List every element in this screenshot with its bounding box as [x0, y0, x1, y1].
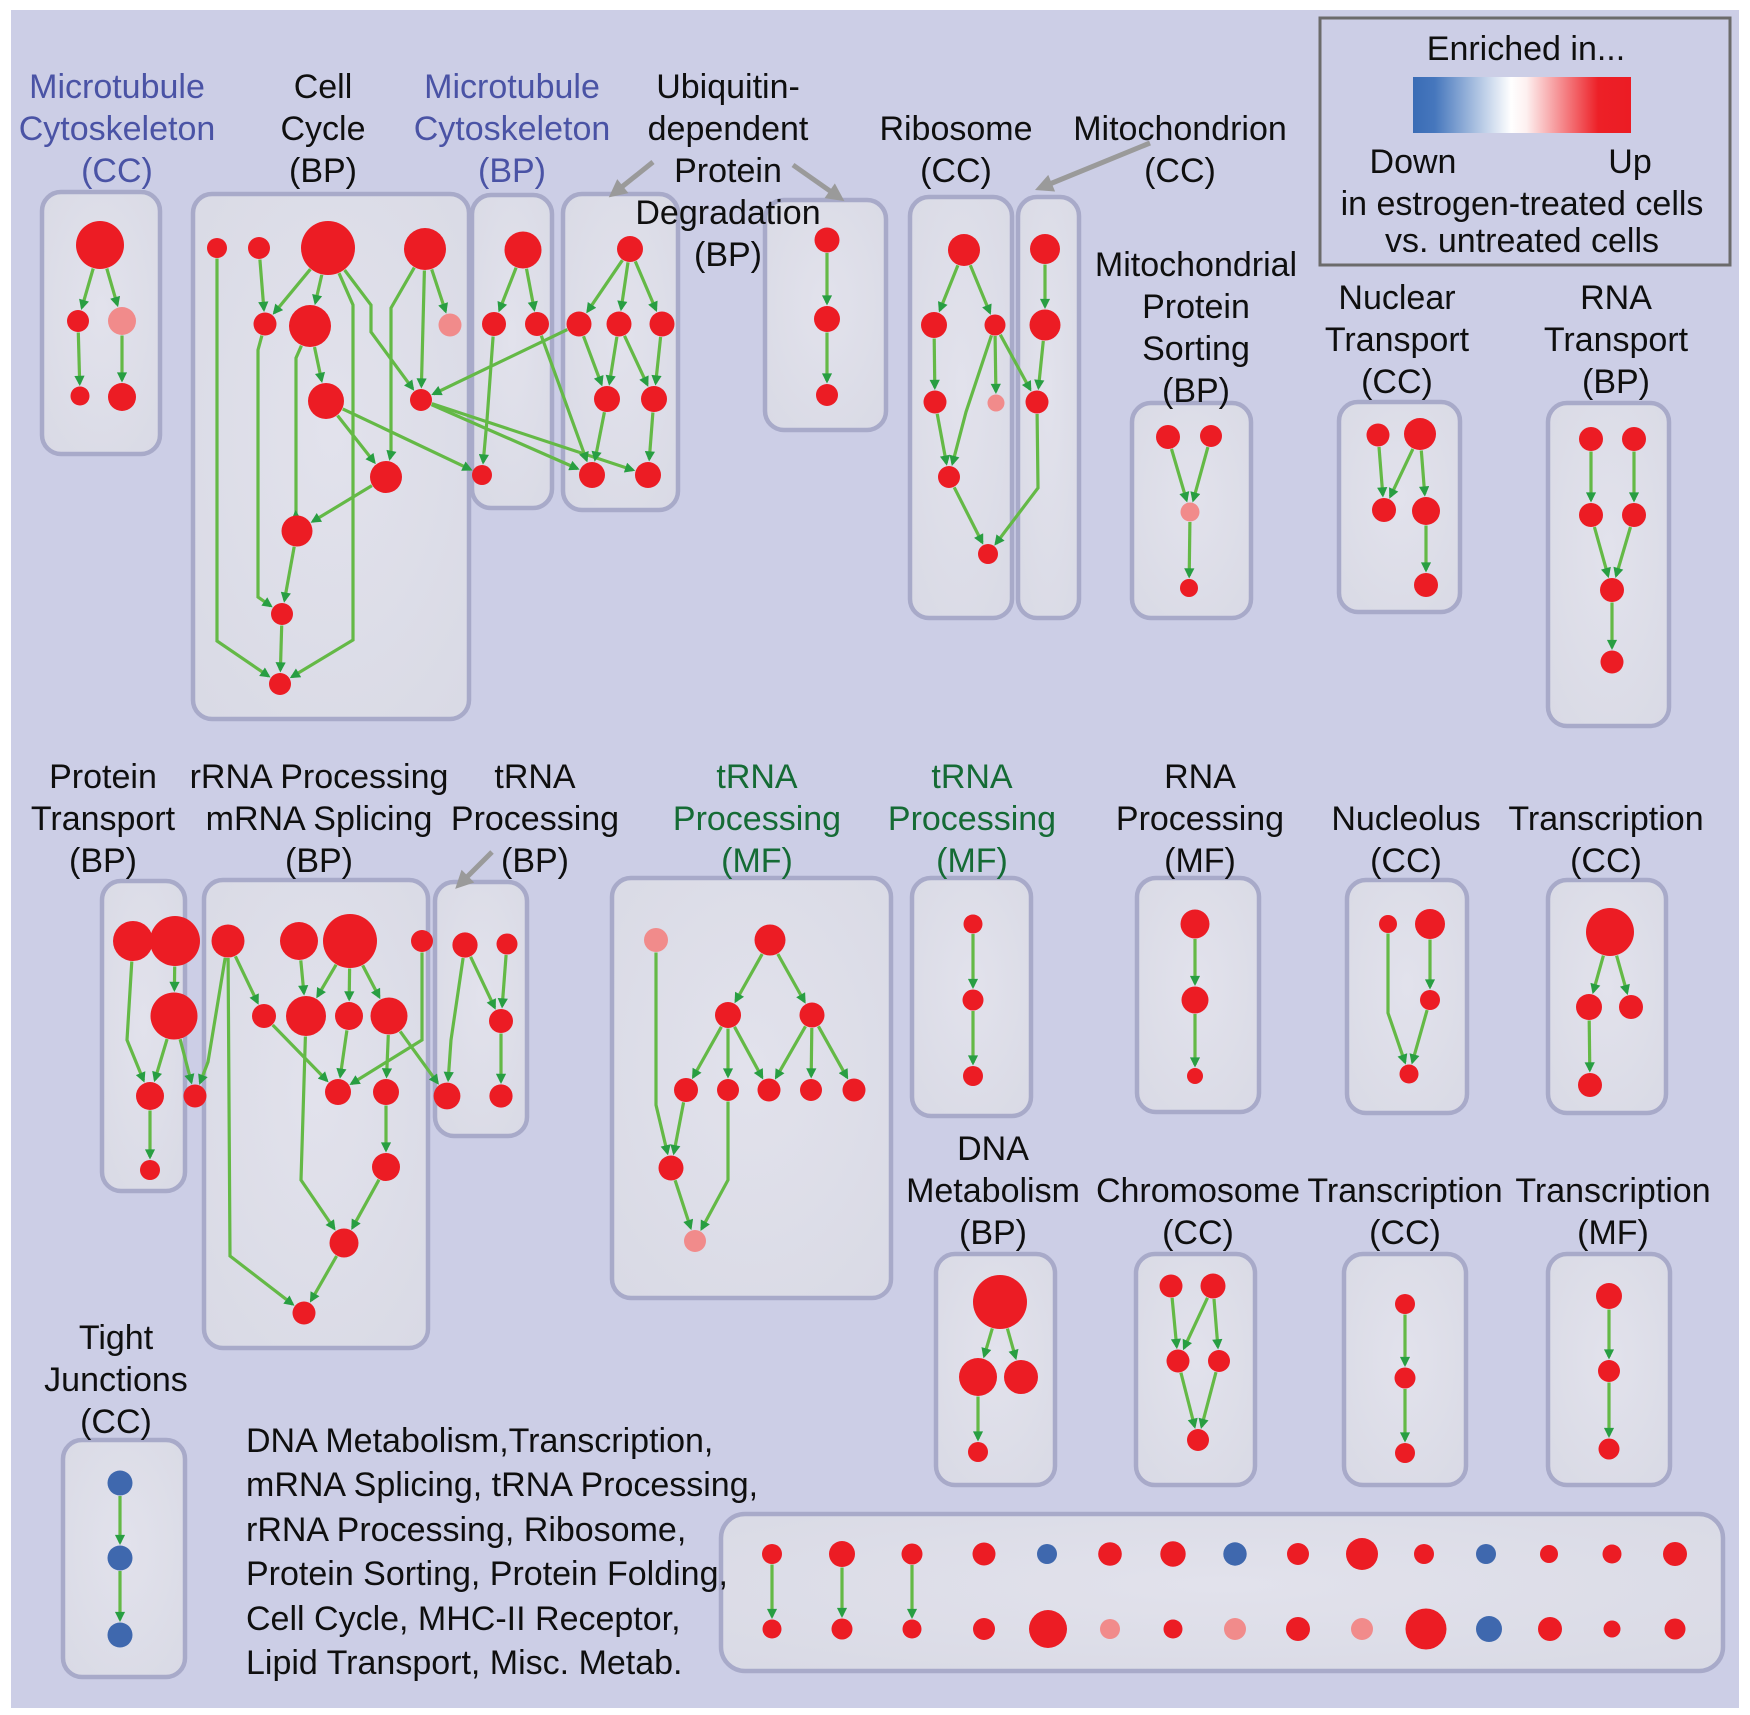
svg-text:(MF): (MF) [1164, 842, 1236, 880]
svg-text:(BP): (BP) [694, 236, 762, 274]
svg-text:(CC): (CC) [81, 152, 153, 190]
svg-text:(MF): (MF) [1577, 1214, 1649, 1252]
svg-text:Chromosome: Chromosome [1096, 1172, 1300, 1210]
svg-text:(BP): (BP) [289, 152, 357, 190]
svg-text:tRNA: tRNA [494, 758, 576, 796]
svg-text:DNA: DNA [957, 1130, 1029, 1168]
svg-text:in estrogen-treated cells: in estrogen-treated cells [1341, 185, 1704, 223]
svg-text:(CC): (CC) [1144, 152, 1216, 190]
svg-text:Transcription: Transcription [1508, 800, 1703, 838]
svg-text:Protein: Protein [1142, 288, 1250, 326]
svg-text:(CC): (CC) [1361, 363, 1433, 401]
svg-text:(MF): (MF) [936, 842, 1008, 880]
svg-text:(BP): (BP) [501, 842, 569, 880]
svg-text:(MF): (MF) [721, 842, 793, 880]
svg-text:Enriched in...: Enriched in... [1427, 30, 1625, 68]
svg-text:(CC): (CC) [1370, 842, 1442, 880]
svg-text:Mitochondrial: Mitochondrial [1095, 246, 1297, 284]
svg-text:tRNA: tRNA [716, 758, 798, 796]
svg-text:tRNA: tRNA [931, 758, 1013, 796]
svg-text:Lipid Transport, Misc. Metab.: Lipid Transport, Misc. Metab. [246, 1644, 683, 1682]
svg-text:Processing: Processing [888, 800, 1056, 838]
svg-text:Protein: Protein [49, 758, 157, 796]
svg-text:DNA Metabolism,Transcription,: DNA Metabolism,Transcription, [246, 1422, 713, 1460]
svg-text:Sorting: Sorting [1142, 330, 1250, 368]
svg-text:Nucleolus: Nucleolus [1331, 800, 1480, 838]
svg-text:Transport: Transport [1325, 321, 1470, 359]
svg-text:(CC): (CC) [1369, 1214, 1441, 1252]
svg-text:RNA: RNA [1164, 758, 1236, 796]
svg-text:Transport: Transport [1544, 321, 1689, 359]
svg-text:RNA: RNA [1580, 279, 1652, 317]
svg-text:Transcription: Transcription [1307, 1172, 1502, 1210]
svg-text:Up: Up [1608, 143, 1651, 181]
svg-text:dependent: dependent [648, 110, 809, 148]
svg-text:(CC): (CC) [920, 152, 992, 190]
svg-text:Junctions: Junctions [44, 1361, 188, 1399]
svg-text:(BP): (BP) [478, 152, 546, 190]
svg-text:Cell Cycle, MHC-II Receptor,: Cell Cycle, MHC-II Receptor, [246, 1600, 681, 1638]
svg-text:Cell: Cell [294, 68, 353, 106]
svg-text:mRNA Splicing: mRNA Splicing [206, 800, 433, 838]
svg-text:Metabolism: Metabolism [906, 1172, 1080, 1210]
svg-text:Cytoskeleton: Cytoskeleton [19, 110, 216, 148]
svg-text:(CC): (CC) [1570, 842, 1642, 880]
svg-text:rRNA Processing, Ribosome,: rRNA Processing, Ribosome, [246, 1511, 686, 1549]
svg-text:(BP): (BP) [69, 842, 137, 880]
svg-text:Microtubule: Microtubule [424, 68, 600, 106]
svg-text:(CC): (CC) [1162, 1214, 1234, 1252]
svg-text:Cytoskeleton: Cytoskeleton [414, 110, 611, 148]
svg-text:Protein Sorting, Protein Foldi: Protein Sorting, Protein Folding, [246, 1555, 728, 1593]
svg-text:vs. untreated cells: vs. untreated cells [1385, 222, 1659, 260]
svg-text:(BP): (BP) [1162, 372, 1230, 410]
svg-text:Cycle: Cycle [280, 110, 365, 148]
svg-text:Down: Down [1370, 143, 1457, 181]
svg-text:rRNA Processing: rRNA Processing [190, 758, 449, 796]
svg-text:Protein: Protein [674, 152, 782, 190]
svg-text:Ubiquitin-: Ubiquitin- [656, 68, 800, 106]
svg-text:Degradation: Degradation [635, 194, 820, 232]
svg-text:Microtubule: Microtubule [29, 68, 205, 106]
svg-text:(BP): (BP) [1582, 363, 1650, 401]
svg-text:(BP): (BP) [285, 842, 353, 880]
svg-text:Processing: Processing [451, 800, 619, 838]
svg-text:(BP): (BP) [959, 1214, 1027, 1252]
svg-text:Processing: Processing [673, 800, 841, 838]
svg-text:Mitochondrion: Mitochondrion [1073, 110, 1287, 148]
svg-text:Nuclear: Nuclear [1338, 279, 1455, 317]
svg-text:Processing: Processing [1116, 800, 1284, 838]
svg-text:mRNA Splicing, tRNA Processing: mRNA Splicing, tRNA Processing, [246, 1466, 758, 1504]
svg-text:Transport: Transport [31, 800, 176, 838]
svg-text:Tight: Tight [79, 1319, 154, 1357]
svg-text:Transcription: Transcription [1515, 1172, 1710, 1210]
svg-text:Ribosome: Ribosome [879, 110, 1032, 148]
svg-text:(CC): (CC) [80, 1403, 152, 1441]
